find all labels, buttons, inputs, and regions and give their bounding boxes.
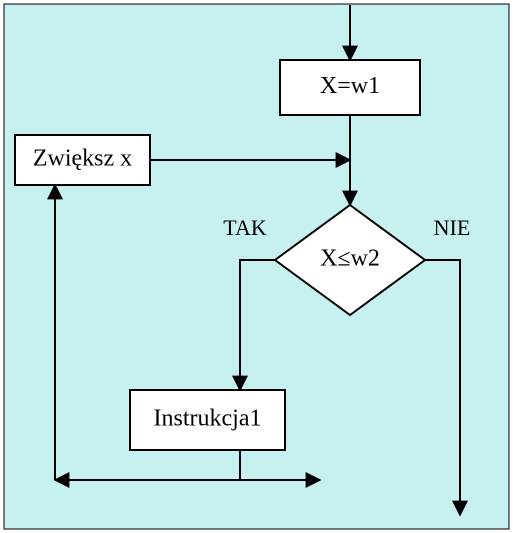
- node-increment: Zwiększ x: [15, 135, 150, 185]
- node-label-increment: Zwiększ x: [33, 146, 132, 172]
- edge-label-no: NIE: [434, 215, 471, 240]
- node-body: Instrukcja1: [130, 390, 285, 450]
- node-init: X=w1: [280, 60, 420, 115]
- node-label-condition: X≤w2: [320, 246, 380, 272]
- node-label-init: X=w1: [320, 73, 380, 99]
- node-label-body: Instrukcja1: [154, 406, 262, 432]
- edge-label-yes: TAK: [223, 215, 267, 240]
